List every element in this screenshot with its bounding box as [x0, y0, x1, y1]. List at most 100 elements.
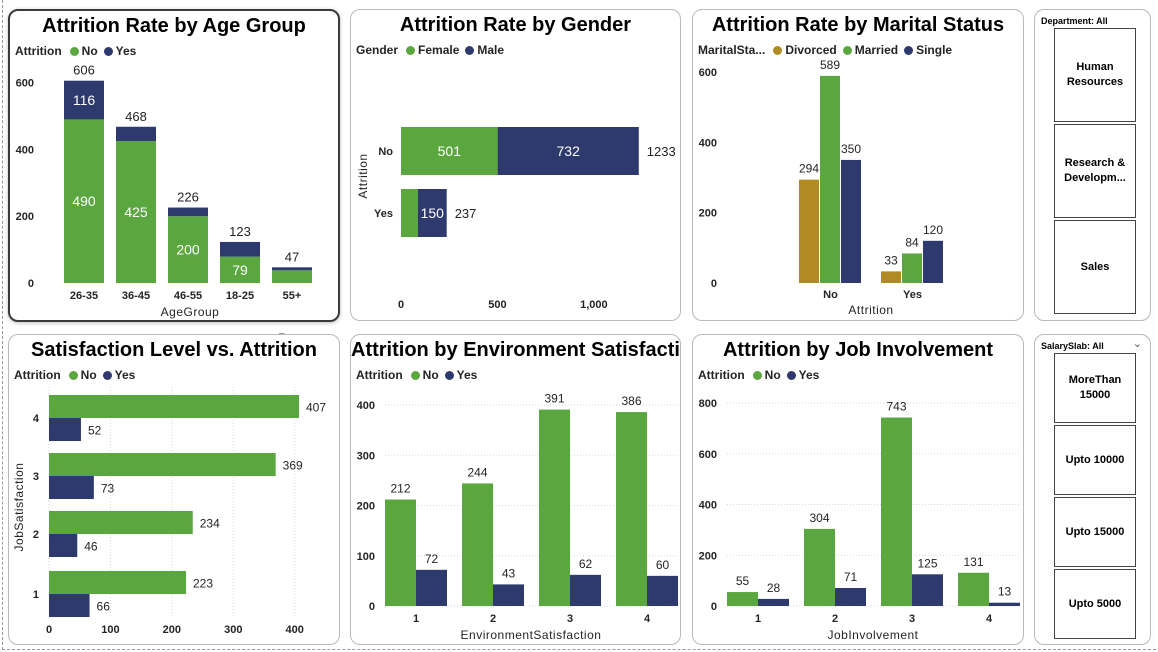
data-label: 33	[884, 253, 898, 267]
bar-no[interactable]	[49, 453, 276, 476]
bar-no[interactable]	[539, 409, 570, 606]
bar-yes[interactable]	[989, 602, 1020, 606]
bar-yes[interactable]	[49, 476, 94, 499]
legend-text: Yes	[798, 368, 820, 382]
bar-no[interactable]	[881, 417, 912, 606]
satisfaction-chart-card[interactable]: Satisfaction Level vs. Attrition Attriti…	[8, 334, 340, 645]
bar-no[interactable]	[385, 499, 416, 606]
legend-text: No	[81, 44, 98, 58]
data-label-female: 501	[438, 143, 462, 159]
bar-no[interactable]	[804, 528, 835, 606]
gender-plot[interactable]: 501 732 1233 No 150 237 Yes 0 500 1,000 Attrition	[351, 10, 681, 321]
data-label-no: 490	[72, 193, 96, 209]
legend-item-yes[interactable]: Yes	[103, 44, 136, 58]
bar-married[interactable]	[820, 75, 840, 284]
bar-no[interactable]	[462, 483, 493, 606]
x-axis-title: EnvironmentSatisfaction	[461, 628, 602, 642]
data-label: 212	[390, 481, 410, 495]
legend-item-no[interactable]: No	[752, 368, 781, 382]
bar-single[interactable]	[841, 159, 861, 283]
legend-item-yes[interactable]: Yes	[102, 368, 135, 382]
x-tick-label: 2	[832, 613, 838, 625]
bar-yes[interactable]	[168, 207, 208, 217]
bar-yes[interactable]	[835, 587, 866, 606]
bar-male[interactable]	[497, 127, 639, 175]
bar-no[interactable]	[64, 119, 104, 284]
legend-item-no[interactable]: No	[69, 44, 98, 58]
x-tick-label: 100	[101, 624, 119, 636]
y-tick-label: 3	[33, 471, 39, 483]
bar-yes[interactable]	[49, 418, 81, 441]
bar-no[interactable]	[49, 571, 186, 594]
gender-chart-card[interactable]: Attrition Rate by Gender Gender Female M…	[350, 9, 681, 321]
age-group-chart-card[interactable]: Attrition Rate by Age Group Attrition No…	[8, 9, 340, 322]
marital-status-plot[interactable]: 0 200 400 600 294 589 350 No 33 84 120 Yes Attrition	[693, 10, 1024, 321]
bar-yes[interactable]	[64, 80, 104, 120]
slicer-option-research-development[interactable]: Research & Developm...	[1054, 124, 1136, 218]
environment-plot[interactable]: 0 100 200 300 400 212 72 1 244 43 2 391 62 3 386 60 4 Env…	[351, 335, 681, 645]
department-slicer[interactable]: Department: All Human Resources Research…	[1034, 9, 1151, 321]
bar-no[interactable]	[616, 412, 647, 606]
bar-yes[interactable]	[912, 574, 943, 606]
bar-no[interactable]	[272, 270, 312, 283]
y-axis-title: Attrition	[356, 153, 370, 198]
data-label: 13	[998, 585, 1012, 599]
bar-no[interactable]	[116, 141, 156, 283]
bar-male[interactable]	[417, 189, 447, 237]
bar-yes[interactable]	[116, 126, 156, 142]
bar-no[interactable]	[958, 572, 989, 606]
involvement-chart-card[interactable]: Attrition by Job Involvement Attrition N…	[692, 334, 1024, 645]
legend-item-female[interactable]: Female	[406, 43, 459, 57]
legend-item-no[interactable]: No	[410, 368, 439, 382]
bar-yes[interactable]	[416, 569, 447, 606]
involvement-plot[interactable]: 0 200 400 600 800 55 28 1 304 71 2 743 125 3 131 13 4 Job…	[693, 335, 1024, 645]
data-label-no: 79	[232, 262, 248, 278]
slicer-option-upto-15000[interactable]: Upto 15000	[1054, 497, 1136, 567]
legend: Attrition No Yes	[356, 368, 477, 382]
x-tick-label: 500	[488, 299, 506, 311]
legend-dot-married	[842, 45, 852, 55]
bar-yes[interactable]	[493, 584, 524, 606]
salary-slab-slicer[interactable]: SalarySlab: All ⌄ MoreThan 15000 Upto 10…	[1034, 334, 1151, 645]
bar-married[interactable]	[902, 253, 922, 283]
bar-yes[interactable]	[49, 594, 90, 617]
legend-item-male[interactable]: Male	[465, 43, 504, 57]
bar-no[interactable]	[727, 592, 758, 606]
satisfaction-plot[interactable]: 0 100 200 300 400 407 52 4 369 73 3 234 46 2 223 66 1 Job…	[9, 335, 340, 645]
legend-dot-single	[904, 45, 914, 55]
legend-dot-female	[406, 45, 416, 55]
bar-yes[interactable]	[758, 598, 789, 606]
data-label: 386	[621, 394, 641, 408]
bar-no[interactable]	[49, 511, 193, 534]
legend-item-yes[interactable]: Yes	[786, 368, 820, 382]
bar-no[interactable]	[168, 216, 208, 283]
bar-female[interactable]	[401, 189, 418, 237]
legend-item-married[interactable]: Married	[842, 43, 898, 57]
slicer-option-sales[interactable]: Sales	[1054, 220, 1136, 314]
bar-yes[interactable]	[570, 574, 601, 606]
bar-no[interactable]	[220, 256, 260, 283]
bar-divorced[interactable]	[881, 271, 901, 283]
slicer-option-upto-10000[interactable]: Upto 10000	[1054, 425, 1136, 495]
bar-divorced[interactable]	[799, 179, 819, 283]
y-tick-label: 0	[28, 278, 34, 290]
bar-female[interactable]	[401, 127, 498, 175]
slicer-option-morethan-15000[interactable]: MoreThan 15000	[1054, 353, 1136, 423]
environment-chart-card[interactable]: Attrition by Environment Satisfaction At…	[350, 334, 681, 645]
bar-yes[interactable]	[220, 241, 260, 257]
legend-item-yes[interactable]: Yes	[444, 368, 477, 382]
bar-no[interactable]	[49, 395, 300, 418]
legend-item-single[interactable]: Single	[904, 43, 952, 57]
bar-yes[interactable]	[49, 534, 78, 557]
y-tick-label: 1	[33, 589, 39, 601]
chevron-down-icon[interactable]: ⌄	[1132, 338, 1142, 350]
slicer-option-human-resources[interactable]: Human Resources	[1054, 28, 1136, 122]
marital-status-chart-card[interactable]: Attrition Rate by Marital Status Marital…	[692, 9, 1024, 321]
legend-item-no[interactable]: No	[68, 368, 97, 382]
slicer-option-upto-5000[interactable]: Upto 5000	[1054, 569, 1136, 639]
bar-yes[interactable]	[647, 575, 678, 606]
legend-item-divorced[interactable]: Divorced	[773, 43, 837, 57]
age-group-plot[interactable]: 0 200 400 600 606 490 116 26-35 468 425 36-45 226 20…	[10, 11, 340, 322]
bar-yes[interactable]	[272, 267, 312, 271]
bar-single[interactable]	[923, 240, 943, 283]
